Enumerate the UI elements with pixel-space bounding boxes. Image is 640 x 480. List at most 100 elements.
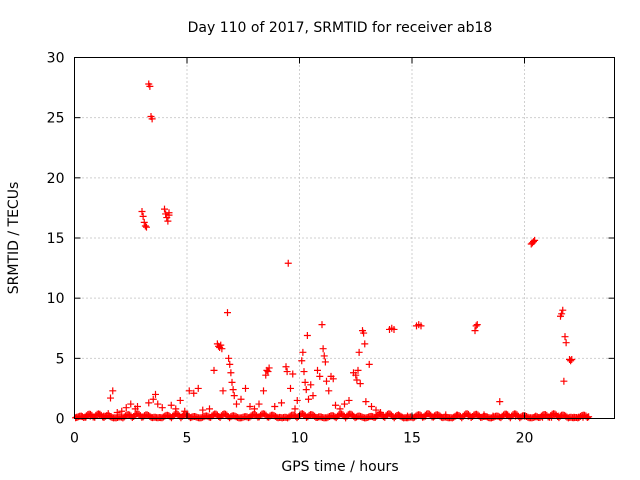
data-point [332,401,339,409]
data-point [390,325,398,333]
data-point [302,386,310,394]
data-point [496,398,504,406]
data-point [210,366,218,374]
data-point [206,405,213,413]
data-point [162,210,170,218]
data-point [164,217,172,225]
y-tick-label: 10 [47,291,65,307]
data-point [316,372,324,380]
data-point [260,387,267,395]
data-point [146,82,154,90]
y-tick-label: 15 [47,231,65,247]
data-point [167,401,175,409]
data-point [287,384,294,392]
data-point [355,348,363,356]
data-point [161,205,168,213]
chart-title: Day 110 of 2017, SRMTID for receiver ab1… [188,20,493,36]
data-point [356,380,364,388]
data-point [139,212,147,220]
ticks-layer: 0 5 10 15 20 0 5 10 15 20 25 30 [47,51,615,447]
y-tick-label: 0 [56,412,65,428]
y-tick-label: 5 [56,351,65,367]
data-point [199,406,207,414]
data-point [118,407,126,415]
x-tick-label: 5 [183,431,192,447]
data-point [319,345,327,353]
data-point [134,402,141,410]
data-point [558,310,566,318]
data-point [559,306,567,314]
y-axis-label: SRMTID / TECUs [6,182,22,295]
data-point [365,360,373,368]
y-tick-label: 25 [47,111,65,127]
data-point [362,398,370,406]
data-point [314,366,321,374]
data-point [194,384,202,392]
data-point [531,236,539,244]
x-tick-label: 0 [70,431,79,447]
data-point [228,378,236,386]
data-point [289,370,297,378]
data-point [325,387,333,395]
x-axis-label: GPS time / hours [281,459,398,475]
data-point [224,309,231,317]
data-point [122,404,130,412]
x-tick-label: 10 [291,431,309,447]
data-point [190,389,198,397]
data-point [218,345,226,353]
data-point [143,223,150,231]
data-point [560,377,568,385]
data-point [318,321,326,329]
data-point [237,395,245,403]
data-point [305,395,312,403]
data-point [472,322,480,330]
data-point [251,405,258,413]
data-point [323,377,330,385]
data-point [227,369,235,377]
data-point [242,384,249,392]
data-point [303,331,311,339]
data-point [341,400,348,408]
data-point [329,375,337,383]
data-point [262,371,270,379]
data-point [219,387,227,395]
data-point [138,208,146,216]
x-tick-label: 20 [516,431,534,447]
y-tick-label: 30 [47,51,65,67]
grid-layer [74,57,615,419]
data-point [233,400,240,408]
data-point [320,352,328,360]
data-point [567,357,575,365]
data-point [255,400,263,408]
data-point [148,115,156,123]
data-point [225,354,233,362]
data-point [299,348,307,356]
data-point [372,406,380,414]
data-point [278,399,285,407]
data-point [417,322,425,330]
data-point [230,392,238,400]
data-point [568,356,576,364]
data-point [291,405,299,413]
data-point [354,366,362,374]
data-point [561,333,569,341]
data-point [176,396,184,404]
data-point [127,400,135,408]
data-point [145,399,153,407]
data-point [300,368,308,376]
data-point [562,339,570,347]
data-point [158,404,166,412]
data-point [361,340,369,348]
data-point [293,396,301,404]
data-point [307,381,315,389]
data-point [309,392,317,400]
data-point [530,238,537,246]
baseline-point [583,413,591,421]
data-point [140,218,148,226]
baseline-point [585,413,593,421]
data-point [264,368,272,376]
data-point [298,357,306,365]
data-point [473,321,481,329]
data-point [185,387,193,395]
